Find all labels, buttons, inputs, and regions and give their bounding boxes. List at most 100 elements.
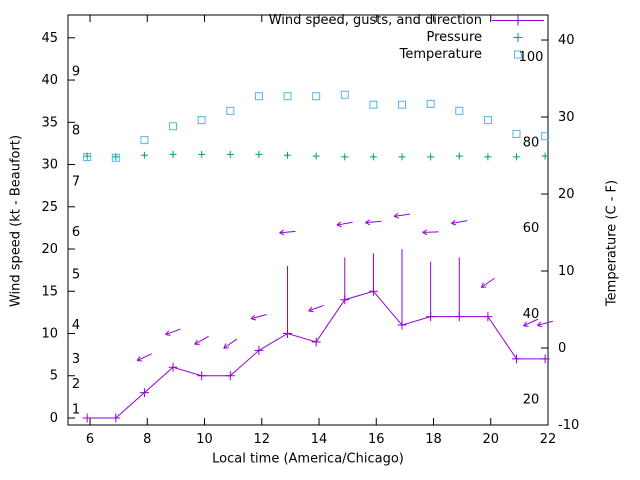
y-right-tick-label: 30 xyxy=(558,110,575,125)
arrow-shaft xyxy=(537,320,553,326)
y-left-tick-label: 5 xyxy=(50,369,58,384)
arrow-shaft xyxy=(194,335,209,345)
arrow-shaft xyxy=(336,221,353,226)
y-axis-right: -10 0 10 20 30 40 xyxy=(541,33,579,433)
pressure-point xyxy=(513,153,521,161)
beaufort-label: 9 xyxy=(72,65,80,80)
temperature-point xyxy=(541,132,550,141)
arrow-head xyxy=(165,330,170,335)
arrow-head xyxy=(308,306,313,312)
x-axis-label: Local time (America/Chicago) xyxy=(212,451,404,467)
wind-speed-point xyxy=(512,354,522,364)
wind-speed-point xyxy=(454,312,464,322)
chart-legend: Wind speed, gusts, and direction Pressur… xyxy=(268,12,545,62)
wind-speed-point xyxy=(283,329,293,339)
arrow-head xyxy=(422,231,428,236)
pressure-point xyxy=(341,153,349,161)
legend-label-wind: Wind speed, gusts, and direction xyxy=(268,12,482,28)
wind-direction-arrow-icon xyxy=(523,318,539,327)
pressure-point xyxy=(140,151,148,159)
wind-direction-arrow-icon xyxy=(194,335,209,345)
wind-direction-arrow-icon xyxy=(480,277,495,288)
temperature-point xyxy=(455,106,464,115)
arrow-head xyxy=(451,222,457,226)
beaufort-label: 3 xyxy=(72,352,80,367)
y-right-tick-label: 10 xyxy=(558,264,575,279)
wind-speed-point xyxy=(111,413,121,423)
arrow-head xyxy=(365,219,370,224)
x-tick-label: 16 xyxy=(368,432,385,447)
y-left-tick-label: 20 xyxy=(41,242,58,257)
arrow-head xyxy=(194,339,198,345)
beaufort-label: 6 xyxy=(72,225,80,240)
wind-line-sample-icon xyxy=(492,15,544,25)
y-left-tick-label: 45 xyxy=(41,31,58,46)
fahrenheit-label: 60 xyxy=(523,221,540,236)
wind-speed-point xyxy=(340,295,350,305)
pressure-point xyxy=(284,151,292,159)
arrow-head xyxy=(251,318,257,321)
arrow-head xyxy=(537,324,543,328)
wind-direction-arrow-icon xyxy=(537,320,553,328)
arrow-head xyxy=(279,232,285,236)
wind-speed-point xyxy=(225,371,235,381)
arrow-shaft xyxy=(308,304,324,312)
arrow-shaft xyxy=(451,220,468,224)
y-left-tick-label: 15 xyxy=(41,284,58,299)
y-left-tick-label: 10 xyxy=(41,327,58,342)
x-axis: 6 8 10 12 14 16 18 20 22 xyxy=(86,15,556,447)
temperature-point xyxy=(140,136,149,145)
temperature-point xyxy=(169,122,178,131)
x-tick-label: 8 xyxy=(143,432,151,447)
y-left-tick-label: 30 xyxy=(41,158,58,173)
temperature-point xyxy=(512,129,521,138)
arrow-shaft xyxy=(136,353,152,361)
arrow-shaft xyxy=(365,220,382,224)
arrow-head xyxy=(308,310,314,313)
legend-item-pressure: Pressure xyxy=(426,30,545,45)
legend-label-temperature: Temperature xyxy=(399,46,482,62)
pressure-plus-icon xyxy=(513,32,523,42)
wind-speed-point xyxy=(368,286,378,296)
beaufort-label: 5 xyxy=(72,267,80,282)
wind-speed-point xyxy=(483,312,493,322)
y-axis-left: 0 5 10 15 20 25 30 35 40 45 xyxy=(41,31,75,426)
arrow-head xyxy=(393,215,399,219)
wind-series xyxy=(82,249,550,423)
pressure-point xyxy=(169,150,177,158)
arrow-shaft xyxy=(422,231,439,233)
arrow-head xyxy=(336,224,342,228)
wind-speed-point xyxy=(254,345,264,355)
x-tick-label: 20 xyxy=(482,432,499,447)
pressure-point xyxy=(198,150,206,158)
pressure-point xyxy=(255,150,263,158)
arrow-head xyxy=(537,321,542,326)
wind-sample-plus-icon xyxy=(512,15,524,25)
fahrenheit-scale: 20 40 60 80 100 xyxy=(519,50,544,407)
pressure-sample-icon xyxy=(513,32,523,42)
y-right-tick-label: 0 xyxy=(558,341,566,356)
temperature-point xyxy=(254,92,263,101)
y-left-tick-label: 35 xyxy=(41,115,58,130)
pressure-point xyxy=(112,153,120,161)
temperature-square-icon xyxy=(514,50,522,58)
x-tick-label: 22 xyxy=(540,432,557,447)
y-right-tick-label: 40 xyxy=(558,33,575,48)
arrow-head xyxy=(365,222,371,226)
wind-direction-arrow-icon xyxy=(279,229,296,236)
arrow-head xyxy=(279,229,284,234)
pressure-point xyxy=(541,152,549,160)
y-right-tick-label: 20 xyxy=(558,187,575,202)
wind-direction-arrows xyxy=(136,212,553,362)
wind-speed-point xyxy=(397,320,407,330)
beaufort-label: 1 xyxy=(72,403,80,418)
wind-direction-arrow-icon xyxy=(393,212,411,219)
temperature-point xyxy=(426,99,435,108)
wind-direction-arrow-icon xyxy=(308,304,324,313)
arrow-head xyxy=(480,282,484,288)
pressure-point xyxy=(455,152,463,160)
temperature-point xyxy=(340,90,349,99)
y-left-tick-label: 25 xyxy=(41,200,58,215)
arrow-shaft xyxy=(279,230,296,234)
